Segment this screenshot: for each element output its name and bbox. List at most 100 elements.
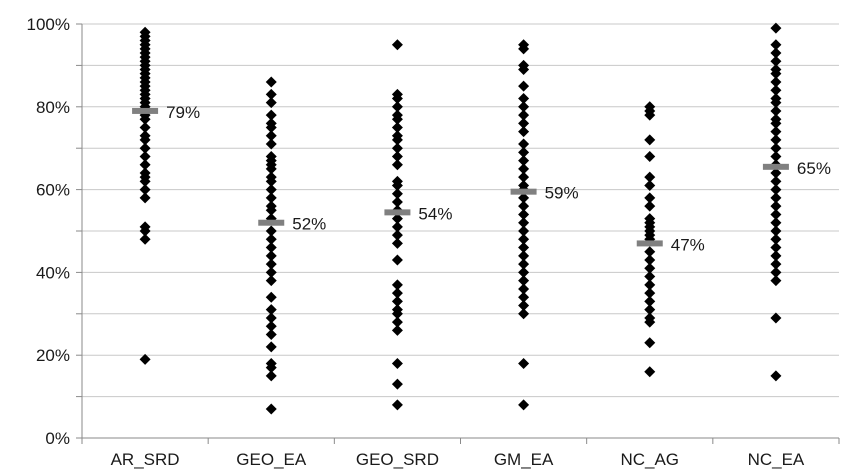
data-point	[391, 378, 403, 390]
data-point	[139, 233, 151, 245]
mean-label: 59%	[545, 184, 579, 203]
x-category-label: GEO_SRD	[356, 450, 439, 469]
data-point	[265, 304, 277, 316]
data-point	[265, 370, 277, 382]
data-point	[770, 208, 782, 220]
data-point	[139, 113, 151, 125]
data-point	[265, 329, 277, 340]
data-point	[265, 258, 277, 270]
x-category-label: GM_EA	[494, 450, 554, 469]
data-point	[391, 142, 403, 154]
data-point	[644, 179, 656, 191]
data-point	[644, 246, 656, 258]
data-point	[644, 150, 656, 162]
data-point	[644, 271, 656, 283]
y-axis: 0% 20% 40% 60% 80% 100%	[27, 15, 83, 448]
data-point	[518, 146, 530, 158]
x-axis: AR_SRD GEO_EA GEO_SRD GM_EA NC_AG NC_EA	[81, 437, 840, 469]
data-points	[139, 22, 782, 415]
data-point	[518, 300, 530, 312]
data-point	[770, 184, 782, 196]
data-point	[139, 122, 151, 133]
data-point	[265, 76, 277, 88]
x-category-label: GEO_EA	[236, 450, 307, 469]
data-point	[518, 138, 530, 150]
data-point	[391, 213, 403, 225]
data-point	[518, 155, 530, 167]
data-point	[265, 175, 277, 187]
data-point	[518, 291, 530, 303]
data-point	[518, 171, 530, 183]
data-point	[770, 150, 782, 162]
data-point	[518, 126, 530, 138]
data-point	[391, 122, 403, 133]
data-point	[518, 192, 530, 204]
data-point	[518, 242, 530, 254]
data-point	[391, 399, 403, 411]
data-point	[770, 250, 782, 262]
data-point	[391, 150, 403, 162]
data-point	[265, 163, 277, 175]
data-point	[139, 159, 151, 171]
data-point	[770, 233, 782, 245]
data-point	[518, 43, 530, 55]
data-point	[265, 242, 277, 254]
data-point	[770, 275, 782, 287]
mean-markers: 79% 52% 54% 59% 47% 65%	[132, 103, 831, 254]
data-point	[518, 258, 530, 270]
data-point	[139, 142, 151, 154]
data-point	[644, 316, 656, 328]
data-point	[518, 357, 530, 369]
y-tick-label: 100%	[27, 15, 70, 34]
data-point	[644, 171, 656, 183]
data-point	[139, 225, 151, 237]
data-point	[644, 192, 656, 204]
data-point	[391, 221, 403, 233]
data-point	[265, 130, 277, 142]
mean-marker	[384, 209, 411, 216]
data-point	[391, 179, 403, 191]
data-point	[770, 105, 782, 117]
data-point	[391, 279, 403, 291]
y-tick-label: 40%	[36, 263, 70, 282]
data-point	[770, 242, 782, 254]
data-point	[644, 287, 656, 299]
x-category-label: NC_AG	[620, 450, 679, 469]
data-point	[518, 93, 530, 105]
data-point	[770, 200, 782, 212]
data-point	[391, 308, 403, 320]
data-point	[518, 233, 530, 245]
data-point	[391, 159, 403, 171]
y-tick-label: 60%	[36, 181, 70, 200]
data-point	[391, 229, 403, 241]
data-point	[644, 337, 656, 349]
data-point	[518, 275, 530, 287]
data-point	[265, 192, 277, 204]
data-point	[265, 275, 277, 287]
data-point	[518, 200, 530, 212]
data-point	[644, 254, 656, 266]
mean-label: 47%	[671, 235, 705, 254]
data-point	[518, 64, 530, 76]
data-point	[139, 353, 151, 365]
data-point	[265, 320, 277, 332]
data-point	[770, 117, 782, 129]
data-point	[770, 55, 782, 67]
data-point	[518, 80, 530, 92]
mean-marker	[132, 107, 159, 114]
data-point	[391, 316, 403, 328]
data-point	[265, 138, 277, 150]
data-point	[770, 142, 782, 154]
data-point	[265, 88, 277, 100]
data-point	[139, 175, 151, 187]
data-point	[518, 109, 530, 121]
data-point	[518, 283, 530, 295]
data-point	[265, 312, 277, 324]
data-point	[391, 188, 403, 200]
data-point	[770, 312, 782, 324]
data-point	[518, 399, 530, 411]
data-point	[265, 291, 277, 303]
data-point	[265, 403, 277, 415]
data-point	[391, 134, 403, 146]
